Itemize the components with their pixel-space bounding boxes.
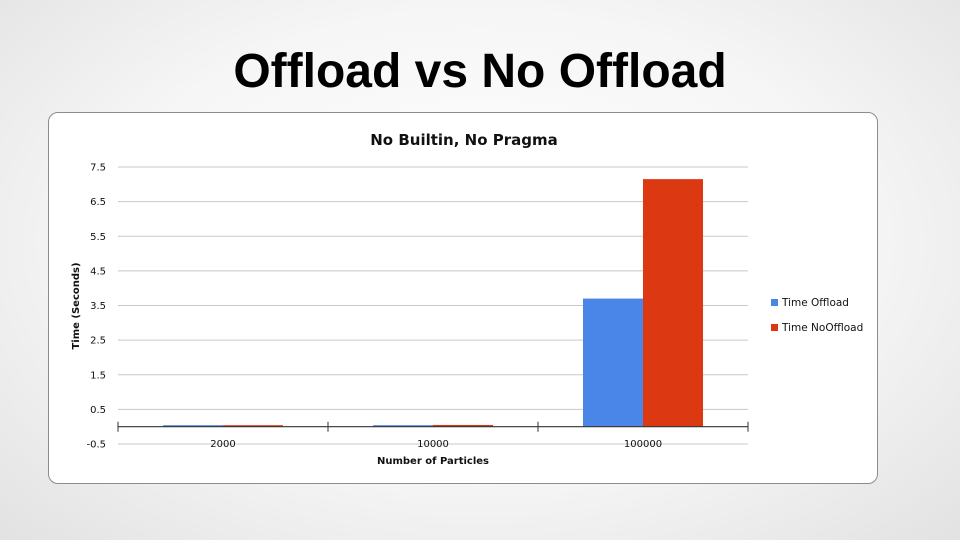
bar-time-offload <box>163 425 223 427</box>
slide-title: Offload vs No Offload <box>233 45 727 98</box>
y-tick-labels: 7.5 6.5 5.5 4.5 3.5 2.5 1.5 0.5 -0.5 <box>86 163 106 451</box>
legend-label: Time NoOffload <box>781 322 863 334</box>
chart-title: No Builtin, No Pragma <box>370 131 557 149</box>
y-tick-label: 0.5 <box>90 405 106 416</box>
y-tick-label: 2.5 <box>90 336 106 347</box>
y-axis-title: Time (Seconds) <box>71 262 82 349</box>
bar-time-offload <box>583 298 643 427</box>
y-tick-label: 3.5 <box>90 301 106 312</box>
bar-time-nooffload <box>223 425 283 427</box>
x-tick-label: 2000 <box>210 439 235 450</box>
chart-frame <box>48 112 878 484</box>
y-tick-label: 4.5 <box>90 266 106 277</box>
bar-time-nooffload <box>643 179 703 427</box>
x-axis-title: Number of Particles <box>377 456 489 467</box>
y-tick-label: 6.5 <box>90 197 106 208</box>
legend-swatch <box>771 299 778 306</box>
legend: Time Offload Time NoOffload <box>771 297 863 334</box>
x-tick-label: 10000 <box>417 439 449 450</box>
x-tick-label: 100000 <box>624 439 662 450</box>
y-tick-label: 7.5 <box>90 163 106 174</box>
x-tick-labels: 2000 10000 100000 <box>210 439 662 450</box>
bar-time-offload <box>373 425 433 427</box>
y-tick-label: 5.5 <box>90 232 106 243</box>
legend-swatch <box>771 324 778 331</box>
legend-label: Time Offload <box>781 297 849 309</box>
y-tick-label: -0.5 <box>86 440 106 451</box>
bar-time-nooffload <box>433 424 493 427</box>
x-axis <box>117 421 749 432</box>
bars <box>163 179 703 427</box>
y-tick-label: 1.5 <box>90 370 106 381</box>
